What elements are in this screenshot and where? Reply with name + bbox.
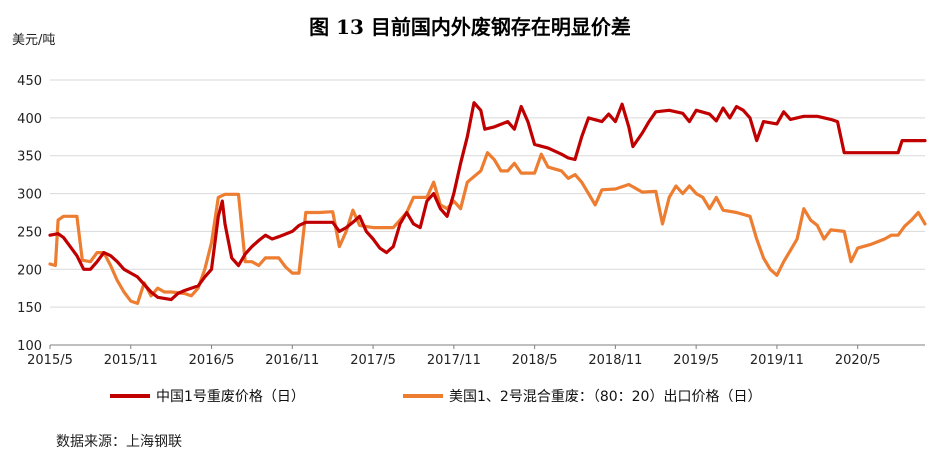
series-line-china xyxy=(48,101,927,302)
y-axis-unit: 美元/吨 xyxy=(12,33,55,48)
legend: 中国1号重废价格（日） 美国1、2号混合重废：（80：20）出口价格（日） xyxy=(110,389,761,405)
x-tick-label: 2020/5 xyxy=(835,353,881,368)
x-axis: 2015/5 2015/11 2016/5 2016/11 2017/5 2017/11 2… xyxy=(27,344,925,368)
y-axis-ticks: 100 150 200 250 300 350 400 450 xyxy=(17,74,42,354)
y-tick-label: 300 xyxy=(17,188,42,203)
x-tick-label: 2017/11 xyxy=(427,353,481,368)
y-tick-label: 400 xyxy=(17,112,42,127)
x-tick-label: 2015/5 xyxy=(27,353,73,368)
x-tick-label: 2017/5 xyxy=(350,353,396,368)
y-tick-label: 150 xyxy=(17,301,42,316)
y-tick-label: 100 xyxy=(17,339,42,354)
legend-label-us: 美国1、2号混合重废：（80：20）出口价格（日） xyxy=(449,389,761,405)
y-tick-label: 350 xyxy=(17,150,42,165)
x-tick-label: 2016/5 xyxy=(189,353,235,368)
y-tick-label: 450 xyxy=(17,74,42,89)
x-tick-label: 2019/5 xyxy=(673,353,719,368)
series-lines xyxy=(48,101,927,305)
x-tick-label: 2016/11 xyxy=(265,353,319,368)
x-tick-label: 2015/11 xyxy=(104,353,158,368)
x-tick-label: 2018/11 xyxy=(588,353,642,368)
source-note: 数据来源：上海钢联 xyxy=(56,434,182,450)
x-tick-label: 2018/5 xyxy=(512,353,558,368)
y-tick-label: 200 xyxy=(17,263,42,278)
chart-title: 图 13 目前国内外废钢存在明显价差 xyxy=(309,15,631,39)
series-line-us xyxy=(48,151,927,305)
x-tick-label: 2019/11 xyxy=(750,353,804,368)
legend-label-china: 中国1号重废价格（日） xyxy=(156,389,305,405)
gridlines xyxy=(50,79,925,308)
y-tick-label: 250 xyxy=(17,225,42,240)
